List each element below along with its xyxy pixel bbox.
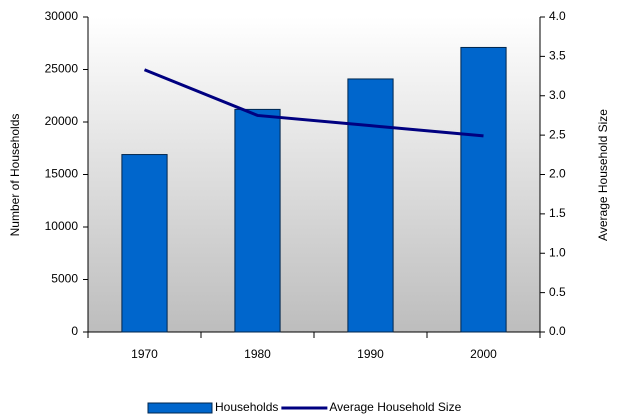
y2-tick-label: 3.5 xyxy=(549,49,566,63)
x-tick-label: 1970 xyxy=(131,347,158,361)
y2-tick-label: 0.0 xyxy=(549,324,566,338)
y2-axis-title: Average Household Size xyxy=(596,109,610,241)
y-tick-label: 15000 xyxy=(45,167,79,181)
y-tick-label: 20000 xyxy=(45,114,79,128)
y2-tick-label: 2.0 xyxy=(549,167,566,181)
y2-tick-label: 0.5 xyxy=(549,285,566,299)
y-tick-label: 30000 xyxy=(45,9,79,23)
bar xyxy=(121,154,168,333)
y-tick-label: 10000 xyxy=(45,219,79,233)
y2-tick-label: 1.0 xyxy=(549,245,566,259)
x-tick-label: 2000 xyxy=(470,347,497,361)
y-tick-label: 5000 xyxy=(51,272,78,286)
line xyxy=(143,68,484,138)
bar xyxy=(347,78,394,333)
legend-label: Average Household Size xyxy=(329,400,461,414)
y2-tick-label: 1.5 xyxy=(549,206,566,220)
bar xyxy=(460,46,507,333)
y2-tick-label: 3.0 xyxy=(549,88,566,102)
y-tick-label: 25000 xyxy=(45,62,79,76)
y2-tick-label: 2.5 xyxy=(549,127,566,141)
legend-swatch xyxy=(147,402,213,414)
legend-label: Households xyxy=(215,400,278,414)
y-tick-label: 0 xyxy=(71,324,78,338)
x-tick-label: 1980 xyxy=(244,347,271,361)
x-tick-label: 1990 xyxy=(357,347,384,361)
bar xyxy=(234,108,281,333)
y2-tick-label: 4.0 xyxy=(549,9,566,23)
y-axis-title: Number of Households xyxy=(8,114,22,237)
